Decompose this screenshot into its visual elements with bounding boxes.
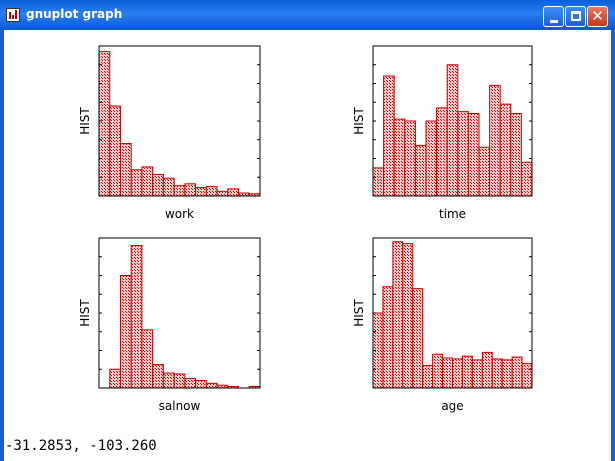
- histogram-panel-age[interactable]: age HIST: [352, 237, 533, 413]
- histogram-bar: [109, 105, 121, 197]
- minimize-button[interactable]: [543, 6, 564, 27]
- histogram-bar: [184, 183, 197, 197]
- histogram-bar: [520, 161, 533, 197]
- x-axis-label: salnow: [159, 399, 201, 413]
- y-axis-label: HIST: [352, 107, 366, 135]
- histogram-bar: [382, 286, 394, 389]
- histogram-bar: [119, 275, 132, 389]
- histogram-bar: [471, 359, 483, 389]
- histogram-bar: [130, 169, 143, 197]
- histogram-bar: [195, 380, 207, 389]
- histogram-bar: [489, 84, 501, 197]
- histogram-bar: [499, 103, 512, 197]
- close-button[interactable]: ✕: [587, 6, 608, 27]
- histogram-bar: [501, 359, 513, 389]
- histogram-bar: [372, 167, 385, 197]
- histogram-bar: [173, 373, 186, 389]
- histogram-bar: [109, 368, 121, 389]
- histogram-bar: [414, 144, 427, 197]
- histogram-bar: [467, 113, 480, 197]
- histogram-bar: [162, 177, 175, 197]
- x-axis-label: time: [439, 207, 466, 221]
- histogram-bar: [152, 364, 164, 389]
- histogram-bar: [511, 356, 523, 389]
- histogram-bar: [184, 378, 197, 389]
- histogram-bar: [205, 186, 218, 197]
- y-axis-label: HIST: [78, 107, 92, 135]
- histogram-bar: [481, 351, 493, 389]
- title-bar[interactable]: gnuplot graph ✕: [0, 0, 615, 30]
- minimize-icon: [550, 20, 558, 23]
- y-axis-label: HIST: [352, 299, 366, 327]
- histogram-panel-time[interactable]: time HIST: [352, 45, 533, 221]
- histogram-bar: [119, 143, 132, 197]
- mouse-coordinates-readout: -31.2853, -103.260: [5, 438, 157, 454]
- histogram-panel-salnow[interactable]: salnow HIST: [78, 237, 261, 413]
- histogram-bar: [393, 118, 406, 197]
- histogram-bar: [130, 245, 143, 389]
- histogram-bar: [432, 353, 444, 389]
- histogram-bar: [227, 188, 240, 197]
- histogram-bar: [442, 357, 453, 389]
- histogram-bar: [446, 64, 459, 197]
- histogram-bar: [452, 358, 463, 389]
- window-frame-left: [0, 30, 4, 461]
- histogram-bar: [510, 113, 522, 197]
- maximize-button[interactable]: [565, 6, 586, 27]
- histogram-bar: [457, 111, 469, 197]
- histogram-bar: [195, 187, 207, 197]
- histogram-bar: [162, 372, 175, 389]
- histogram-bar: [141, 166, 154, 197]
- histogram-bar: [173, 185, 186, 197]
- histogram-bar: [436, 107, 448, 197]
- histogram-bar: [422, 365, 434, 389]
- histogram-bar: [98, 51, 111, 197]
- histogram-bar: [404, 120, 416, 197]
- window-title: gnuplot graph: [26, 7, 123, 21]
- histogram-bar: [141, 329, 154, 389]
- histogram-bar: [152, 173, 164, 197]
- histogram-panel-work[interactable]: work HIST: [78, 45, 261, 221]
- histogram-bar: [205, 382, 218, 389]
- maximize-icon: [571, 11, 581, 21]
- histogram-bar: [392, 241, 404, 389]
- histogram-bar: [412, 288, 424, 389]
- x-axis-label: age: [441, 399, 463, 413]
- x-axis-label: work: [165, 207, 194, 221]
- gnuplot-app-icon[interactable]: [6, 8, 20, 22]
- close-icon: ✕: [591, 7, 604, 25]
- histogram-bar: [216, 190, 229, 197]
- histogram-bar: [478, 146, 491, 197]
- y-axis-label: HIST: [78, 299, 92, 327]
- histogram-bar: [402, 243, 414, 389]
- window-frame-right: [611, 30, 615, 461]
- histogram-bar: [383, 75, 395, 197]
- histogram-bar: [521, 363, 533, 389]
- histogram-bar: [461, 355, 473, 389]
- histogram-bar: [491, 358, 503, 389]
- histogram-bar: [425, 120, 438, 197]
